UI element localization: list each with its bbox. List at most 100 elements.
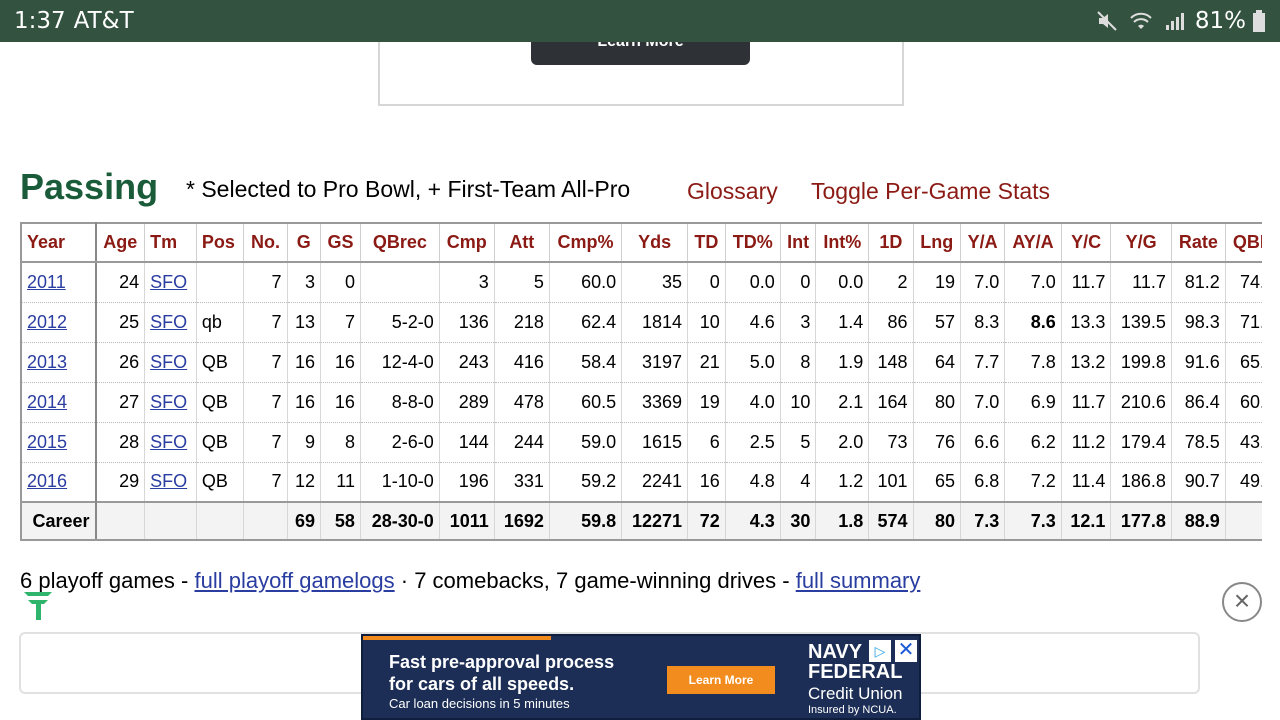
site-logo-icon[interactable] xyxy=(22,588,54,622)
table-cell: 5 xyxy=(779,422,816,463)
col-header-y-a[interactable]: Y/A xyxy=(959,222,1005,263)
top-ad-learn-more-button[interactable]: Learn More xyxy=(531,42,750,65)
table-cell: 91.6 xyxy=(1170,342,1226,383)
col-header-pos[interactable]: Pos xyxy=(195,222,244,263)
team-cell: SFO xyxy=(144,422,197,463)
ad-brand-line-2: FEDERAL xyxy=(808,661,903,683)
table-cell: 8.3 xyxy=(959,302,1005,343)
team-link[interactable]: SFO xyxy=(150,351,188,372)
team-link[interactable]: SFO xyxy=(150,471,188,492)
table-cell: 13.2 xyxy=(1060,342,1111,383)
col-header-qbr[interactable]: QBR xyxy=(1224,222,1262,263)
table-cell: 58.4 xyxy=(548,342,622,383)
passing-table-container[interactable]: Year Age Tm Pos No. G GS QBrec Cmp Att Cmp% Yds TD TD… xyxy=(20,222,1262,544)
table-cell: 144 xyxy=(438,422,495,463)
table-cell: 19 xyxy=(912,262,961,303)
table-cell: 13.3 xyxy=(1060,302,1111,343)
table-cell: 1615 xyxy=(621,422,688,463)
table-cell: 27 xyxy=(94,382,145,423)
team-link[interactable]: SFO xyxy=(150,391,188,412)
table-cell: 8.6 xyxy=(1004,302,1062,343)
table-cell: 0 xyxy=(320,262,361,303)
career-cell: 1692 xyxy=(493,501,550,541)
table-cell: 3369 xyxy=(621,382,688,423)
close-icon[interactable]: × xyxy=(1222,582,1262,622)
ad-headline-line-2: for cars of all speeds. xyxy=(389,674,575,694)
col-header-qbrec[interactable]: QBrec xyxy=(359,222,440,263)
table-cell: 10 xyxy=(779,382,816,423)
toggle-per-game-link[interactable]: Toggle Per-Game Stats xyxy=(811,178,1051,204)
table-row: 2011 24 SFO 7 3 0 3 5 60.0 35 0 0.0 0 0.0 2 19 7.0 7.0 11.… xyxy=(20,262,1262,303)
col-header-age[interactable]: Age xyxy=(94,222,145,263)
col-header-cmp[interactable]: Cmp xyxy=(438,222,495,263)
full-playoff-gamelogs-link[interactable]: full playoff gamelogs xyxy=(194,568,395,593)
col-header-g[interactable]: G xyxy=(286,222,321,263)
table-cell: 7.8 xyxy=(1004,342,1062,383)
table-cell: 81.2 xyxy=(1170,262,1226,303)
table-cell: 7.0 xyxy=(1004,262,1062,303)
table-cell: 28 xyxy=(94,422,145,463)
ad-learn-more-button[interactable]: Learn More xyxy=(667,666,775,694)
ad-close-icon[interactable]: ✕ xyxy=(895,640,917,662)
col-header-ay-a[interactable]: AY/A xyxy=(1004,222,1062,263)
table-cell: 139.5 xyxy=(1110,302,1172,343)
table-cell: 11.7 xyxy=(1060,262,1111,303)
table-cell: 6.2 xyxy=(1004,422,1062,463)
col-header-td[interactable]: TD xyxy=(687,222,726,263)
col-header-int-[interactable]: Int% xyxy=(815,222,869,263)
table-cell: 1.9 xyxy=(815,342,869,383)
table-cell: 16 xyxy=(286,342,321,383)
table-cell: 7.2 xyxy=(1004,462,1062,503)
bottom-ad-banner[interactable]: Fast pre-approval process for cars of al… xyxy=(361,634,921,720)
col-header-lng[interactable]: Lng xyxy=(912,222,961,263)
table-cell: 6.9 xyxy=(1004,382,1062,423)
ad-subtext: Car loan decisions in 5 minutes xyxy=(389,696,570,711)
col-header-yds[interactable]: Yds xyxy=(621,222,688,263)
table-cell: 7 xyxy=(243,422,288,463)
table-cell: 0.0 xyxy=(724,262,781,303)
col-header-y-g[interactable]: Y/G xyxy=(1110,222,1172,263)
table-row: 2015 28 SFO QB 7 9 8 2-6-0 144 244 59.0 1615 6 2.5 5 2.… xyxy=(20,422,1262,463)
table-cell: 3 xyxy=(779,302,816,343)
col-header-gs[interactable]: GS xyxy=(320,222,361,263)
table-cell: 8 xyxy=(779,342,816,383)
table-cell: 1814 xyxy=(621,302,688,343)
full-summary-link[interactable]: full summary xyxy=(795,568,921,593)
col-header-cmp-[interactable]: Cmp% xyxy=(548,222,622,263)
year-link[interactable]: 2014 xyxy=(27,391,68,412)
career-cell: 88.9 xyxy=(1170,501,1226,541)
table-cell: 5.0 xyxy=(724,342,781,383)
table-cell: 90.7 xyxy=(1170,462,1226,503)
year-cell: 2014 xyxy=(20,382,97,423)
team-link[interactable]: SFO xyxy=(150,431,188,452)
year-link[interactable]: 2015 xyxy=(27,431,68,452)
table-cell: 73 xyxy=(868,422,914,463)
table-cell: 6.8 xyxy=(959,462,1005,503)
year-link[interactable]: 2016 xyxy=(27,471,68,492)
table-cell: 7 xyxy=(243,302,288,343)
col-header-int[interactable]: Int xyxy=(779,222,816,263)
col-header-no-[interactable]: No. xyxy=(243,222,288,263)
team-link[interactable]: SFO xyxy=(150,271,188,292)
table-cell: 12 xyxy=(286,462,321,503)
year-link[interactable]: 2011 xyxy=(27,271,66,292)
table-cell: 86.4 xyxy=(1170,382,1226,423)
col-header-year[interactable]: Year xyxy=(20,222,97,263)
col-header-att[interactable]: Att xyxy=(493,222,550,263)
glossary-link[interactable]: Glossary xyxy=(687,178,778,204)
col-header-1d[interactable]: 1D xyxy=(868,222,914,263)
year-link[interactable]: 2012 xyxy=(27,311,68,332)
col-header-tm[interactable]: Tm xyxy=(144,222,197,263)
career-cell: 28-30-0 xyxy=(359,501,440,541)
career-cell: 7.3 xyxy=(959,501,1005,541)
year-link[interactable]: 2013 xyxy=(27,351,68,372)
team-link[interactable]: SFO xyxy=(150,311,188,332)
adchoices-icon[interactable]: ▷ xyxy=(869,640,891,662)
col-header-td-[interactable]: TD% xyxy=(724,222,781,263)
career-cell: 4.3 xyxy=(724,501,781,541)
col-header-rate[interactable]: Rate xyxy=(1170,222,1226,263)
table-cell: 3 xyxy=(438,262,495,303)
col-header-y-c[interactable]: Y/C xyxy=(1060,222,1111,263)
table-cell: QB xyxy=(195,342,244,383)
table-cell: 76 xyxy=(912,422,961,463)
